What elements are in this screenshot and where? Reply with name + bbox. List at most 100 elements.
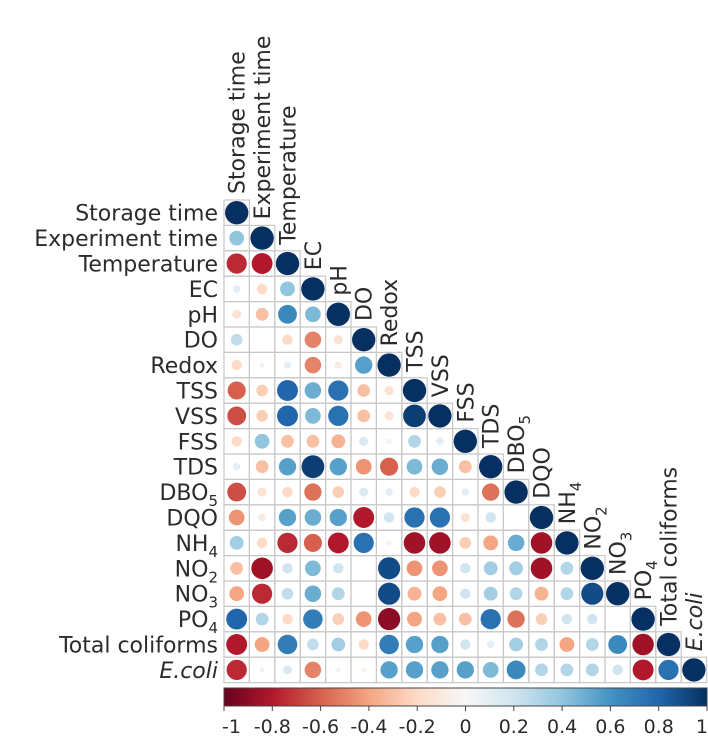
row-label: pH	[187, 303, 218, 328]
colorbar-tick-label: -0.4	[350, 716, 387, 738]
correlation-circle	[259, 667, 265, 673]
column-label: NO3	[607, 532, 636, 575]
row-label: Experiment time	[34, 227, 218, 252]
column-label: Storage time	[226, 51, 251, 194]
correlation-circle	[251, 583, 273, 604]
correlation-circle	[555, 531, 579, 555]
correlation-circle	[282, 613, 293, 625]
grid-cell	[604, 605, 631, 633]
correlation-circle	[377, 353, 401, 377]
correlation-circle	[357, 384, 371, 397]
row-label: FSS	[178, 430, 218, 455]
correlation-circle	[379, 634, 399, 655]
correlation-circle	[355, 356, 373, 374]
correlation-circle	[231, 359, 242, 371]
correlation-circle	[378, 557, 401, 580]
correlation-circle	[355, 611, 372, 627]
correlation-circle	[281, 434, 294, 448]
column-label: VSS	[429, 354, 454, 397]
correlation-circle	[407, 611, 422, 627]
colorbar-gradient	[223, 687, 708, 707]
correlation-circle	[482, 483, 500, 501]
correlation-circle	[405, 635, 424, 654]
correlation-circle	[359, 487, 369, 497]
correlation-circle	[406, 560, 423, 577]
correlation-circle	[432, 586, 448, 602]
row-label: DO	[184, 329, 218, 354]
correlation-circle	[230, 561, 244, 575]
row-label: Temperature	[78, 253, 218, 278]
correlation-circle	[259, 362, 265, 368]
correlation-circle	[334, 361, 342, 369]
row-label: Redox	[150, 354, 218, 379]
correlation-circle	[254, 433, 270, 449]
correlation-circle	[429, 507, 451, 528]
correlation-circle	[509, 561, 524, 576]
correlation-circle	[380, 661, 398, 679]
correlation-circle	[658, 659, 679, 681]
correlation-circle	[406, 458, 423, 475]
correlation-circle	[306, 434, 320, 448]
correlation-circle	[479, 455, 503, 479]
correlation-circle	[280, 281, 295, 297]
correlation-circle	[608, 635, 628, 654]
grid-cell	[680, 656, 708, 684]
correlation-circle	[251, 557, 273, 580]
grid-cell	[502, 504, 530, 531]
correlation-circle	[254, 637, 270, 652]
correlation-circle	[278, 508, 297, 527]
correlation-circle	[483, 586, 498, 601]
correlation-circle	[301, 455, 325, 479]
correlation-circle	[304, 483, 322, 501]
correlation-circle	[529, 505, 554, 530]
correlation-circle	[304, 509, 322, 526]
correlation-circle	[530, 532, 553, 554]
correlation-circle	[226, 608, 248, 630]
correlation-circle	[229, 586, 245, 602]
correlation-circle	[534, 586, 549, 601]
correlation-circle	[386, 438, 392, 444]
column-label: PO4	[632, 560, 661, 600]
correlation-circle	[385, 488, 393, 496]
correlation-circle	[403, 532, 426, 554]
correlation-circle	[433, 612, 447, 626]
correlation-circle	[256, 283, 268, 295]
correlation-circle	[383, 512, 395, 523]
correlation-circle	[303, 533, 322, 552]
correlation-circle	[226, 634, 248, 655]
correlation-circle	[326, 302, 350, 326]
correlation-circle	[282, 486, 293, 498]
correlation-circle	[480, 608, 501, 630]
correlation-circle	[458, 612, 472, 626]
correlation-circle	[682, 658, 706, 682]
correlation-circle	[329, 458, 347, 476]
correlation-circle	[332, 613, 345, 625]
correlation-circle	[361, 667, 367, 673]
column-labels: Storage time Experiment time TemperatureEC…	[226, 36, 708, 652]
row-label: VSS	[175, 405, 218, 430]
correlation-circle	[535, 638, 548, 651]
row-label: DQO	[166, 507, 218, 532]
colorbar: -1 -0.8 -0.6 -0.4 -0.2 0 0.2 0.4 0.6 0.8 1	[222, 687, 708, 738]
row-label: TDS	[173, 456, 218, 481]
correlation-circle	[277, 532, 298, 554]
correlation-circle	[357, 409, 371, 423]
correlation-circle	[428, 404, 452, 428]
correlation-circle	[561, 613, 573, 625]
correlation-circle	[275, 251, 300, 276]
row-label: NO2	[175, 557, 218, 586]
correlation-circle	[453, 429, 477, 453]
correlation-circle	[225, 201, 249, 225]
column-label: E.coli	[683, 593, 708, 652]
correlation-circle	[359, 436, 369, 446]
colorbar-tick-label: -0.8	[254, 716, 291, 738]
correlation-circle	[255, 460, 269, 474]
grid-cell	[350, 554, 377, 582]
correlation-circle	[431, 458, 449, 475]
correlation-circle	[305, 408, 321, 424]
column-label: TDS	[480, 404, 505, 449]
correlation-circle	[227, 381, 246, 400]
colorbar-tick-label: 0.6	[595, 716, 625, 738]
correlation-circle	[305, 306, 321, 323]
correlation-circle	[585, 663, 599, 677]
